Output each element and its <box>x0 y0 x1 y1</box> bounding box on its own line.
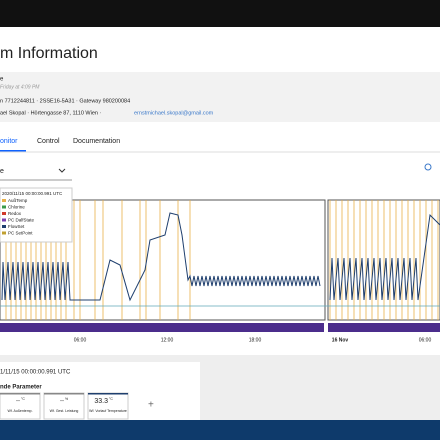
legend-item: PC SetPoint <box>8 231 33 236</box>
page-title: m Information <box>0 45 98 62</box>
add-card[interactable]: + <box>148 400 154 411</box>
legend-swatch <box>2 225 6 228</box>
email[interactable]: ernstmichael.skopal@gmail.com <box>134 110 214 116</box>
legend-swatch <box>2 199 6 202</box>
info-panel <box>0 72 440 122</box>
ids: n 7712244811 · 2SSE16-5A31 · Gateway 980… <box>0 98 130 104</box>
x-label: 12:00 <box>161 337 174 343</box>
legend-time: 2020/11/15 00:00:00.991 UTC <box>2 191 63 196</box>
tab[interactable]: Documentation <box>73 138 120 145</box>
card-value: -- <box>60 399 64 405</box>
card-accent <box>88 393 128 395</box>
tab[interactable]: onitor <box>0 138 18 145</box>
cards: -- °CWf. Außentemp.-- %Wf. Gest. Leistung3… <box>0 392 129 420</box>
top-bar <box>0 0 440 27</box>
section-title: nde Parameter <box>0 385 42 391</box>
chevron <box>58 168 66 173</box>
card-accent <box>44 393 84 395</box>
card-label: Wf. Vorlauf Temperature <box>89 409 127 413</box>
owner: ael Skopal · Hörtengasse 87, 1110 Wien · <box>0 110 101 116</box>
trace-line <box>1 212 440 302</box>
card-value: -- <box>16 399 20 405</box>
x-label: 06:00 <box>419 337 432 343</box>
legend-item: Redox <box>8 211 22 216</box>
legend-swatch <box>2 212 6 215</box>
card <box>43 392 85 420</box>
legend-item: Chlorine <box>8 205 25 210</box>
card-unit: °C <box>21 397 25 401</box>
card-label: Wf. Gest. Leistung <box>50 409 79 413</box>
x-label: 06:00 <box>74 337 87 343</box>
legend-swatch <box>2 218 6 222</box>
tab[interactable]: Control <box>37 138 60 145</box>
card-value: 33.3 <box>94 398 108 405</box>
dropdown[interactable]: e <box>0 168 4 175</box>
legend-item: AußTemp <box>8 198 28 203</box>
legend-item: FlowSet <box>8 224 25 229</box>
tab-indicator <box>0 150 26 152</box>
details-time: 1/11/15 00:00:00.991 UTC <box>0 370 71 376</box>
updated: Friday at 4:09 PM <box>0 84 40 90</box>
card-label: Wf. Außentemp. <box>7 409 32 413</box>
card <box>0 392 41 420</box>
info-label: e <box>0 77 4 83</box>
search-icon[interactable] <box>424 163 432 171</box>
x-label: 16 Nov <box>332 337 349 343</box>
card-unit: % <box>65 397 68 401</box>
legend-swatch <box>2 205 6 209</box>
card-accent <box>0 393 40 395</box>
legend-item: PC DalfState <box>8 218 35 223</box>
legend <box>0 187 73 243</box>
x-label: 18:00 <box>249 337 262 343</box>
range-bar <box>328 323 440 332</box>
legend-swatch <box>2 231 6 235</box>
bottom-bar <box>0 420 440 440</box>
card-unit: °C <box>109 397 113 401</box>
card <box>87 392 129 420</box>
range-bar <box>0 323 324 332</box>
